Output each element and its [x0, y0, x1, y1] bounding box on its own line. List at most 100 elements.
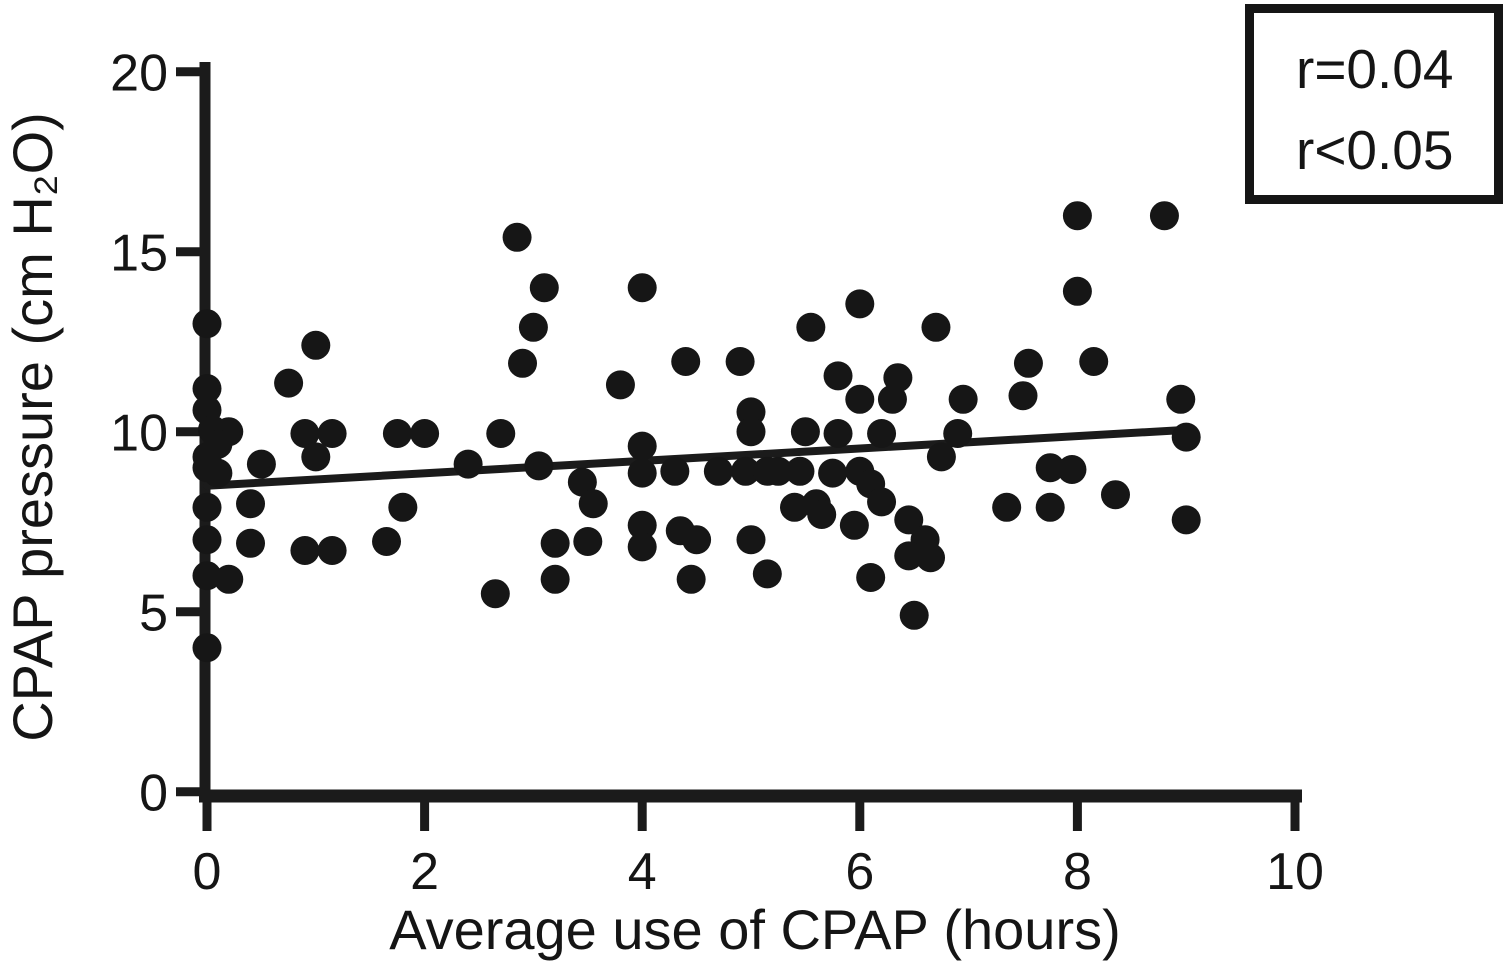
data-point — [682, 525, 712, 555]
x-tick-label: 10 — [1266, 843, 1324, 901]
data-point — [192, 374, 222, 403]
data-point — [1062, 201, 1092, 231]
data-point — [627, 431, 657, 461]
data-point — [921, 312, 951, 342]
data-point — [192, 309, 222, 339]
data-point — [992, 492, 1022, 522]
y-tick-label: 20 — [110, 45, 168, 103]
data-point — [899, 600, 929, 630]
data-point — [382, 419, 412, 448]
data-point — [214, 564, 244, 594]
data-point — [676, 564, 706, 594]
data-point — [763, 456, 793, 486]
data-point — [867, 487, 897, 517]
data-point — [388, 492, 418, 522]
data-point — [845, 289, 875, 319]
data-point — [317, 419, 347, 448]
data-point — [948, 384, 978, 414]
data-point — [1035, 492, 1065, 522]
data-point — [1149, 201, 1179, 231]
data-point — [627, 458, 657, 488]
data-point — [856, 563, 886, 592]
data-point — [605, 370, 635, 400]
data-point — [529, 273, 559, 303]
data-point — [540, 528, 570, 558]
data-point — [317, 536, 347, 565]
data-point — [192, 525, 222, 555]
y-tick-label: 10 — [110, 405, 168, 463]
data-point — [301, 330, 331, 360]
data-point — [246, 449, 276, 479]
data-point — [1013, 348, 1043, 378]
legend-box: r=0.04 r<0.05 — [1245, 4, 1503, 204]
data-point — [627, 532, 657, 562]
legend-r-value: r=0.04 — [1296, 38, 1454, 100]
data-point — [877, 384, 907, 414]
data-point — [1057, 455, 1087, 484]
data-point — [660, 456, 690, 486]
data-point — [486, 419, 516, 448]
data-point — [736, 417, 766, 447]
data-point — [916, 543, 946, 573]
data-point — [796, 312, 826, 342]
data-point — [736, 525, 766, 555]
data-point — [1035, 453, 1065, 483]
data-point — [372, 527, 402, 556]
data-point — [943, 419, 973, 448]
data-point — [867, 419, 897, 448]
data-point — [1166, 384, 1196, 414]
data-point — [301, 442, 331, 472]
data-point — [192, 633, 222, 663]
x-tick-label: 0 — [193, 843, 222, 901]
data-point — [410, 419, 440, 448]
y-tick-label: 5 — [139, 585, 168, 643]
data-point — [274, 368, 304, 398]
data-point — [790, 417, 820, 447]
data-point — [823, 419, 853, 448]
data-point — [1079, 347, 1109, 376]
data-point — [573, 527, 603, 556]
data-point — [1171, 505, 1201, 535]
x-tick-label: 4 — [628, 843, 657, 901]
data-point — [192, 561, 222, 591]
data-point — [1008, 381, 1038, 411]
y-tick-label: 0 — [139, 765, 168, 823]
trend-line — [203, 425, 1191, 490]
data-point — [703, 456, 733, 486]
y-tick-label: 15 — [110, 225, 168, 283]
data-point — [1171, 422, 1201, 452]
data-point — [508, 348, 538, 378]
data-point — [236, 528, 266, 558]
x-tick-label: 2 — [410, 843, 439, 901]
data-point — [671, 347, 701, 376]
data-point — [480, 579, 510, 609]
data-point — [823, 361, 853, 391]
data-point — [780, 492, 810, 522]
data-point — [818, 458, 848, 488]
x-tick-label: 6 — [845, 843, 874, 901]
data-point — [524, 451, 554, 481]
data-point — [540, 564, 570, 594]
y-axis-title: CPAP pressure (cm H₂O) — [1, 112, 64, 742]
data-point — [839, 510, 869, 540]
data-point — [731, 456, 761, 486]
data-point — [518, 312, 548, 342]
data-point — [725, 347, 755, 376]
data-point — [290, 536, 320, 565]
data-point — [578, 489, 608, 519]
data-point — [192, 492, 222, 522]
legend-p-value: r<0.05 — [1296, 119, 1454, 181]
data-point — [926, 442, 956, 472]
data-point — [785, 456, 815, 486]
data-point — [290, 419, 320, 448]
data-point — [502, 222, 532, 252]
data-point — [203, 458, 233, 488]
x-axis-title: Average use of CPAP (hours) — [389, 898, 1121, 961]
data-point — [567, 467, 597, 497]
data-point — [453, 449, 483, 479]
data-point — [627, 273, 657, 303]
data-point — [236, 489, 266, 519]
data-point — [807, 500, 837, 529]
